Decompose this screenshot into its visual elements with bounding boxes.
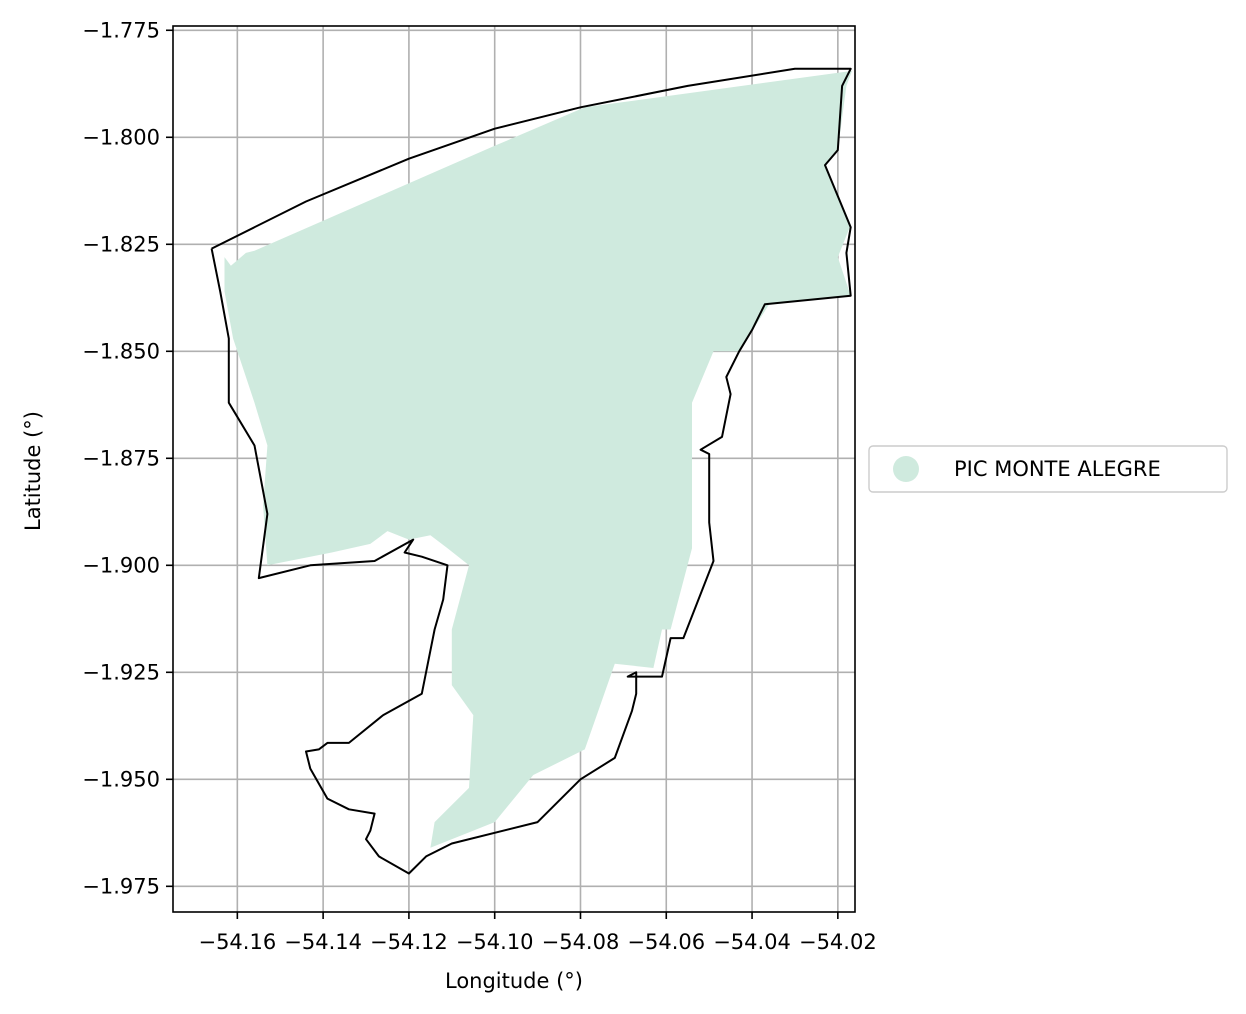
x-axis-ticks: −54.16 −54.14 −54.12 −54.10 −54.08 −54.06 −54.… (198, 912, 877, 954)
x-tick-label-5: −54.06 (627, 930, 705, 954)
x-tick-label-7: −54.02 (799, 930, 877, 954)
x-tick-label-2: −54.12 (370, 930, 448, 954)
x-tick-label-6: −54.04 (713, 930, 791, 954)
x-axis-title: Longitude (°) (445, 969, 583, 993)
legend-box (868, 445, 1228, 493)
y-axis-ticks: −1.775 −1.800 −1.825 −1.850 −1.875 −1.900 −1.9… (82, 18, 173, 898)
y-tick-label-2: −1.825 (82, 232, 160, 256)
y-axis-title: Latitude (°) (21, 411, 45, 531)
y-tick-label-0: −1.775 (82, 18, 160, 42)
y-tick-label-8: −1.975 (82, 874, 160, 898)
y-tick-label-7: −1.950 (82, 767, 160, 791)
y-tick-label-5: −1.900 (82, 553, 160, 577)
y-tick-label-1: −1.800 (82, 125, 160, 149)
x-tick-label-0: −54.16 (198, 930, 276, 954)
axes-frame (172, 25, 856, 913)
x-tick-label-3: −54.10 (456, 930, 534, 954)
legend: PIC MONTE ALEGRE (868, 445, 1228, 493)
y-tick-label-4: −1.875 (82, 446, 160, 470)
x-tick-label-4: −54.08 (542, 930, 620, 954)
pic-monte-alegre-area (224, 70, 852, 848)
legend-marker (893, 456, 919, 482)
boundary-outline (210, 67, 852, 875)
y-tick-label-3: −1.850 (82, 339, 160, 363)
x-tick-label-1: −54.14 (284, 930, 362, 954)
legend-label: PIC MONTE ALEGRE (954, 457, 1161, 481)
y-tick-label-6: −1.925 (82, 660, 160, 684)
